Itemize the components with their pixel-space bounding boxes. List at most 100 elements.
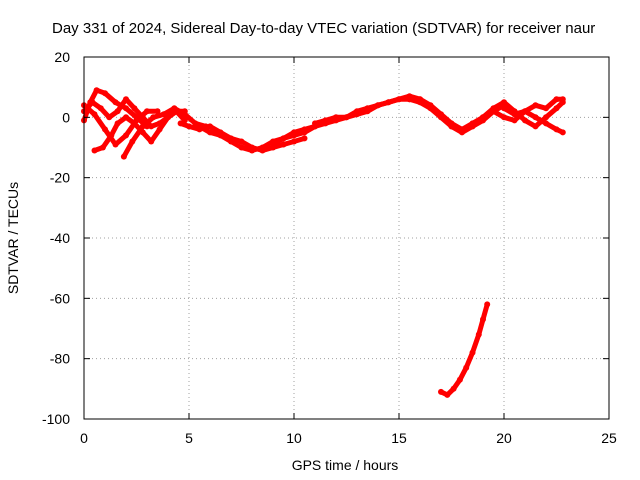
data-point <box>114 120 121 127</box>
data-point <box>89 99 96 106</box>
data-point <box>123 132 129 139</box>
data-point <box>207 129 213 136</box>
y-tick-label: 0 <box>62 109 70 125</box>
x-tick-label: 10 <box>286 430 302 446</box>
data-point <box>196 123 203 130</box>
data-point <box>511 117 518 124</box>
data-point <box>148 123 155 130</box>
data-point <box>160 111 167 118</box>
data-point <box>181 111 188 118</box>
data-point <box>97 105 104 112</box>
data-point <box>444 391 451 398</box>
data-point <box>301 126 308 133</box>
series-line-satellite-track-14 <box>439 303 490 398</box>
y-tick-label: 20 <box>54 49 70 65</box>
data-point <box>450 385 457 392</box>
data-point <box>543 120 549 127</box>
data-point <box>112 141 119 148</box>
plot-frame <box>83 56 610 420</box>
y-tick-label: -40 <box>50 230 70 246</box>
data-point <box>93 87 100 94</box>
y-tick-label: -80 <box>50 351 70 367</box>
y-tick-label: -20 <box>50 170 70 186</box>
data-point <box>280 135 287 142</box>
data-point <box>456 376 463 383</box>
data-point <box>114 108 121 115</box>
data-point <box>480 316 486 323</box>
data-point <box>102 126 108 133</box>
data-point <box>406 96 413 103</box>
data-point <box>522 108 528 115</box>
data-point <box>120 153 127 160</box>
data-point <box>532 114 539 121</box>
data-point <box>102 90 108 97</box>
data-point <box>469 349 476 356</box>
data-point <box>291 138 297 145</box>
data-point <box>343 114 350 121</box>
data-point <box>463 364 470 371</box>
data-point <box>543 105 549 112</box>
data-point <box>150 114 157 121</box>
data-point <box>484 301 491 308</box>
data-point <box>417 99 423 106</box>
data-point <box>270 141 276 148</box>
data-point <box>469 120 476 127</box>
data-point <box>532 102 539 109</box>
data-point <box>543 114 549 121</box>
data-point <box>238 144 245 151</box>
data-point <box>259 144 266 151</box>
data-point <box>312 120 318 127</box>
data-point <box>532 123 539 130</box>
data-series <box>81 87 566 398</box>
data-point <box>177 120 184 127</box>
data-point <box>91 111 98 118</box>
data-point <box>123 105 129 112</box>
x-axis-label: GPS time / hours <box>292 457 399 473</box>
data-point <box>448 123 455 130</box>
data-point <box>490 108 497 115</box>
data-point <box>129 138 136 145</box>
data-point <box>131 120 138 127</box>
data-point <box>144 108 150 115</box>
data-point <box>559 96 566 103</box>
data-point <box>108 132 115 139</box>
x-tick-label: 5 <box>185 430 193 446</box>
data-point <box>385 99 392 106</box>
data-point <box>396 96 402 103</box>
data-point <box>553 105 560 112</box>
data-point <box>165 114 171 121</box>
data-point <box>186 123 192 130</box>
grid <box>84 57 609 419</box>
y-axis-label: SDTVAR / TECUs <box>5 182 21 294</box>
x-tick-label: 15 <box>391 430 407 446</box>
axis-ticks: 0 5 10 15 20 25 -100 -80 -60 -40 -20 0 20 <box>42 49 617 446</box>
data-point <box>238 138 245 145</box>
data-point <box>106 114 113 121</box>
data-point <box>559 129 566 136</box>
y-tick-label: -100 <box>42 411 70 427</box>
data-point <box>280 141 287 148</box>
data-point <box>148 138 155 145</box>
data-point <box>99 144 106 151</box>
data-point <box>112 99 119 106</box>
data-point <box>291 129 297 136</box>
data-point <box>459 126 465 133</box>
data-point <box>301 135 308 142</box>
x-tick-label: 20 <box>496 430 512 446</box>
data-point <box>131 105 138 112</box>
data-point <box>228 138 234 145</box>
data-point <box>427 105 434 112</box>
data-point <box>217 132 224 139</box>
data-point <box>438 388 444 395</box>
data-point <box>553 126 560 133</box>
chart-title: Day 331 of 2024, Sidereal Day-to-day VTE… <box>52 20 595 37</box>
data-point <box>154 108 161 115</box>
data-point <box>123 114 129 121</box>
data-point <box>91 147 98 154</box>
data-point <box>123 96 129 103</box>
data-point <box>354 111 360 118</box>
data-point <box>501 114 507 121</box>
data-point <box>207 123 213 130</box>
data-point <box>438 114 444 121</box>
